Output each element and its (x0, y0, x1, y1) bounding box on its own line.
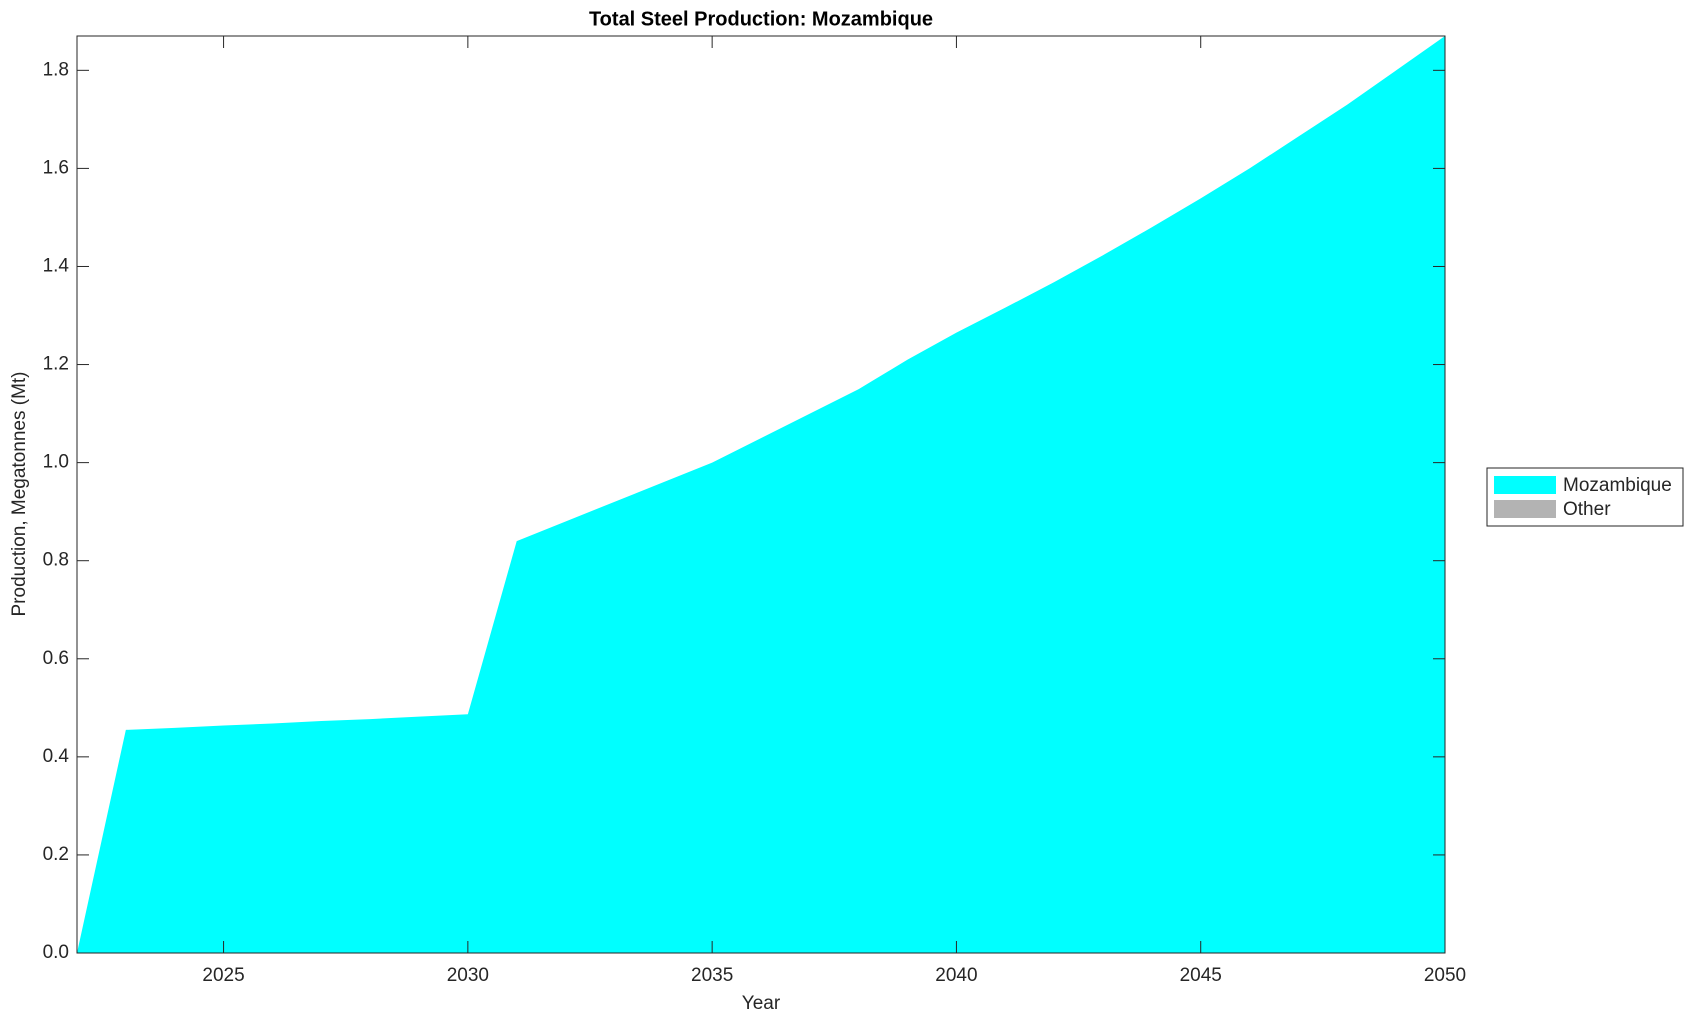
y-tick-label: 1.8 (43, 59, 69, 80)
legend-label: Other (1563, 499, 1611, 520)
legend-label: Mozambique (1563, 475, 1672, 496)
x-tick-label: 2025 (202, 965, 244, 986)
x-tick-label: 2050 (1424, 965, 1466, 986)
x-axis-label: Year (742, 993, 781, 1014)
area (77, 36, 1445, 953)
plot-frame (76, 35, 1446, 954)
legend-swatch (1494, 476, 1556, 494)
y-tick-label: 0.0 (43, 942, 69, 963)
y-tick-label: 1.0 (43, 452, 69, 473)
y-tick-label: 0.2 (43, 844, 69, 865)
y-axis-label: Production, Megatonnes (Mt) (9, 371, 30, 616)
x-tick-label: 2040 (935, 965, 977, 986)
y-tick-label: 1.6 (43, 157, 69, 178)
y-tick-label: 1.2 (43, 354, 69, 375)
y-tick-label: 0.8 (43, 550, 69, 571)
y-tick-label: 1.4 (43, 255, 70, 276)
y-tick-label: 0.4 (43, 746, 70, 767)
y-tick-label: 0.6 (43, 648, 69, 669)
x-tick-label: 2030 (447, 965, 489, 986)
legend-swatch (1494, 500, 1556, 518)
chart-title: Total Steel Production: Mozambique (589, 8, 933, 30)
x-tick-label: 2035 (691, 965, 733, 986)
x-tick-label: 2045 (1180, 965, 1222, 986)
